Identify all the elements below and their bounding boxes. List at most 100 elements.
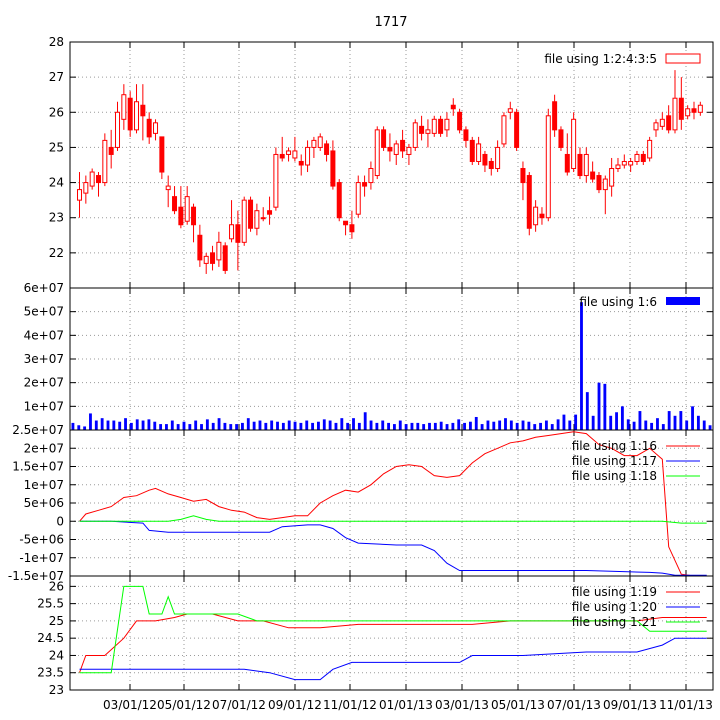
candle-body — [488, 160, 494, 170]
candle-body — [381, 129, 387, 148]
candle-body — [317, 136, 323, 148]
candle-body — [89, 171, 95, 187]
y-tick-label: 2e+07 — [24, 441, 64, 455]
candle-body — [273, 153, 279, 208]
y-tick-label: 0 — [56, 514, 64, 528]
volume-bar — [141, 420, 145, 430]
volume-bar — [252, 421, 256, 430]
volume-bar — [486, 420, 490, 430]
candle-body — [248, 199, 254, 229]
candle-body — [368, 168, 374, 184]
x-tick-label: 07/01/12 — [212, 698, 266, 712]
candle-body — [184, 196, 190, 222]
candle-body — [482, 153, 488, 166]
panel-price: 22 23 24 25 26 27 28 file using 1:2:4:3:5 — [49, 35, 714, 289]
candle-body — [659, 118, 665, 127]
panel-frame — [69, 575, 714, 691]
volume-bar — [574, 414, 578, 430]
candle-body — [476, 143, 482, 162]
x-tick-label: 09/01/12 — [268, 698, 322, 712]
volume-bar — [679, 411, 683, 430]
volume-bar — [159, 424, 163, 430]
volume-bar — [673, 415, 677, 430]
volume-bar — [188, 424, 192, 430]
candle-body — [165, 185, 171, 191]
volume-bar — [416, 422, 420, 430]
volume-bar — [644, 420, 648, 430]
volume-bar — [620, 406, 624, 430]
candle-body — [571, 118, 577, 170]
candle-body — [412, 122, 418, 148]
x-tick-label: 11/01/13 — [659, 698, 713, 712]
volume-bar — [94, 420, 98, 430]
candle-body — [159, 136, 165, 173]
volume-bar — [182, 421, 186, 430]
y-tick-label: -1.5e+07 — [8, 569, 64, 583]
candle-body — [653, 122, 659, 131]
volume-bar — [468, 421, 472, 430]
volume-bar — [580, 302, 583, 430]
candle-body — [621, 160, 627, 166]
volume-bar — [381, 420, 385, 430]
volume-bar — [118, 421, 122, 430]
volume-bar — [112, 420, 116, 430]
volume-bar — [398, 420, 402, 430]
x-tick-label: 03/01/13 — [435, 698, 489, 712]
volume-bar — [217, 418, 221, 430]
candle-body — [552, 101, 558, 131]
volume-bar — [246, 418, 250, 430]
candle-body — [634, 153, 640, 162]
volume-bar — [562, 414, 566, 430]
volume-bar — [387, 422, 390, 430]
volume-bar — [474, 416, 478, 430]
panel-volume: 1e+07 2e+07 3e+07 4e+07 5e+07 6e+07 file using… — [24, 281, 714, 431]
volume-bar — [451, 422, 455, 430]
y-tick-label: 2.5e+07 — [12, 423, 64, 437]
candle-body — [362, 182, 368, 187]
x-tick-label: 09/01/13 — [603, 698, 657, 712]
volume-bar — [170, 420, 174, 430]
volume-bar — [480, 424, 484, 430]
volume-bar — [708, 425, 712, 430]
volume-bar — [200, 424, 203, 430]
candle-body — [292, 150, 298, 159]
x-tick-label: 07/01/13 — [547, 698, 601, 712]
series-line — [79, 585, 707, 674]
legend-label: file using 1:18 — [572, 469, 657, 483]
volume-bar — [346, 422, 350, 430]
candle-body — [115, 111, 121, 148]
y-tick-label: -5e+06 — [19, 533, 64, 547]
volume-bar — [153, 421, 157, 430]
candle-body — [241, 199, 247, 243]
candle-body — [349, 224, 355, 233]
volume-bar — [544, 420, 548, 430]
candle-body — [355, 182, 361, 215]
volume-bar — [457, 419, 461, 430]
candle-body — [685, 108, 691, 117]
x-tick-label: 03/01/12 — [103, 698, 157, 712]
volume-bar — [299, 422, 303, 430]
volume-bar — [685, 420, 689, 430]
volume-bar — [428, 422, 431, 430]
volume-bar — [311, 422, 315, 430]
volume-bar — [696, 415, 700, 430]
volume-bar — [568, 420, 572, 430]
y-tick-label: 5e+07 — [24, 305, 64, 319]
volume-bar — [410, 422, 414, 430]
series-line — [79, 431, 707, 577]
candle-body — [590, 171, 596, 180]
candle-body — [330, 150, 336, 187]
volume-bar — [585, 392, 589, 430]
volume-bar — [334, 422, 338, 430]
volume-bar — [667, 411, 671, 430]
candle-body — [153, 122, 159, 134]
candle-body — [640, 153, 646, 162]
volume-bar — [223, 422, 227, 430]
legend-label: file using 1:20 — [572, 600, 657, 614]
legend-swatch — [666, 297, 700, 305]
volume-bar — [357, 422, 361, 430]
chart-panels: 22 23 24 25 26 27 28 file using 1:2:4:3:5 1e+07 2… — [8, 35, 714, 712]
volume-bar — [533, 424, 537, 430]
panel-indicator1: -1.5e+07 -1e+07 -5e+06 0 5e+06 1e+07 1.5e+07 2e… — [8, 423, 714, 583]
volume-bar — [83, 426, 87, 430]
